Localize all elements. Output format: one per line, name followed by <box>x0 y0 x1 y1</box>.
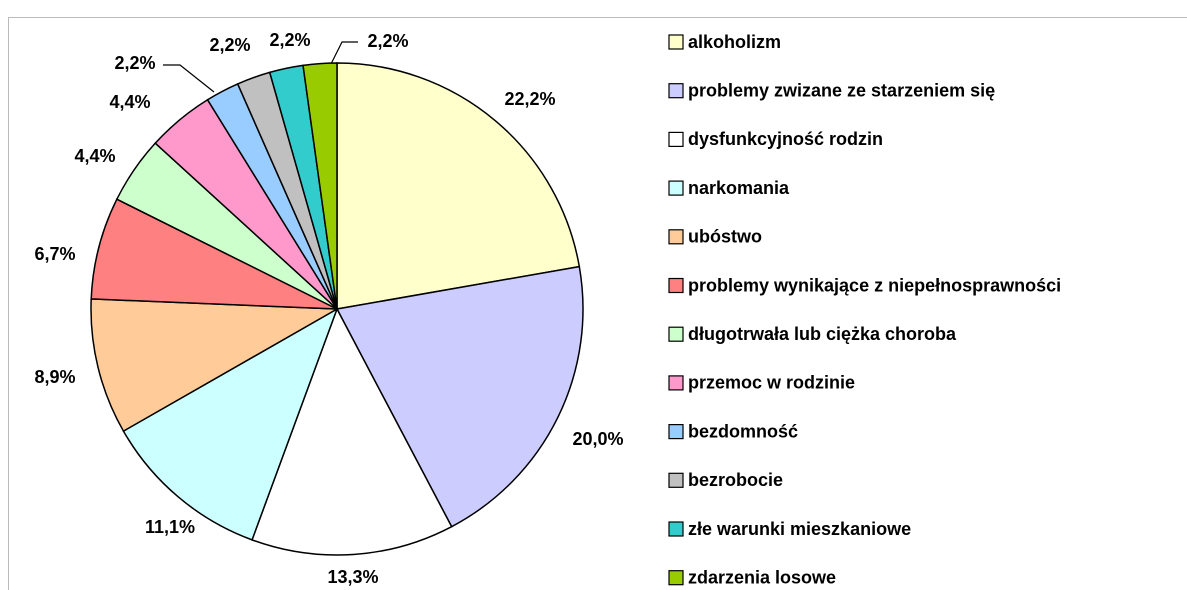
legend-swatch <box>668 375 684 391</box>
pie-slice <box>90 298 340 433</box>
data-label: 6,7% <box>34 244 75 264</box>
legend-label: długotrwała lub ciężka choroba <box>688 324 957 344</box>
legend-label: narkomania <box>688 178 790 198</box>
data-label: 4,4% <box>74 146 115 166</box>
legend-label: dysfunkcyjność rodzin <box>688 129 883 149</box>
data-label: 4,4% <box>109 92 150 112</box>
data-label: 11,1% <box>145 517 195 537</box>
legend-label: zdarzenia losowe <box>688 567 836 587</box>
pie-slice <box>302 62 338 310</box>
legend-swatch <box>668 277 684 294</box>
data-label: 2,2% <box>269 30 310 50</box>
legend-label: ubóstwo <box>688 227 762 247</box>
data-label: 2,2% <box>209 35 250 55</box>
data-label: 22,2% <box>504 89 555 109</box>
legend-label: bezrobocie <box>688 470 783 490</box>
legend-swatch <box>668 131 684 147</box>
pie-slice <box>335 265 584 528</box>
legend-swatch <box>668 180 684 196</box>
data-label: 20,0% <box>572 429 623 449</box>
leader-line <box>329 41 358 67</box>
pie-slice <box>122 307 339 541</box>
legend-swatch <box>668 570 684 586</box>
legend-swatch <box>668 521 684 537</box>
legend-label: problemy zwizane ze starzeniem się <box>688 80 995 100</box>
legend-swatch <box>668 83 684 99</box>
legend-swatch <box>668 326 684 342</box>
legend-label: problemy wynikające z niepełnosprawności <box>688 275 1061 295</box>
data-label: 2,2% <box>367 31 408 51</box>
data-label: 13,3% <box>327 567 378 587</box>
data-label: 8,9% <box>34 367 75 387</box>
pie-slice <box>336 62 581 310</box>
legend-swatch <box>668 424 684 440</box>
legend-swatch <box>668 229 684 245</box>
pie-slice <box>251 307 453 556</box>
legend-label: złe warunki mieszkaniowe <box>688 519 911 539</box>
legend-label: alkoholizm <box>688 32 781 52</box>
legend-swatch <box>668 34 684 50</box>
legend-label: bezdomność <box>688 421 798 441</box>
legend-swatch <box>668 472 684 488</box>
data-label: 2,2% <box>114 53 155 73</box>
chart-frame <box>8 17 1187 590</box>
leader-line <box>163 64 215 93</box>
legend-label: przemoc w rodzinie <box>688 373 855 393</box>
